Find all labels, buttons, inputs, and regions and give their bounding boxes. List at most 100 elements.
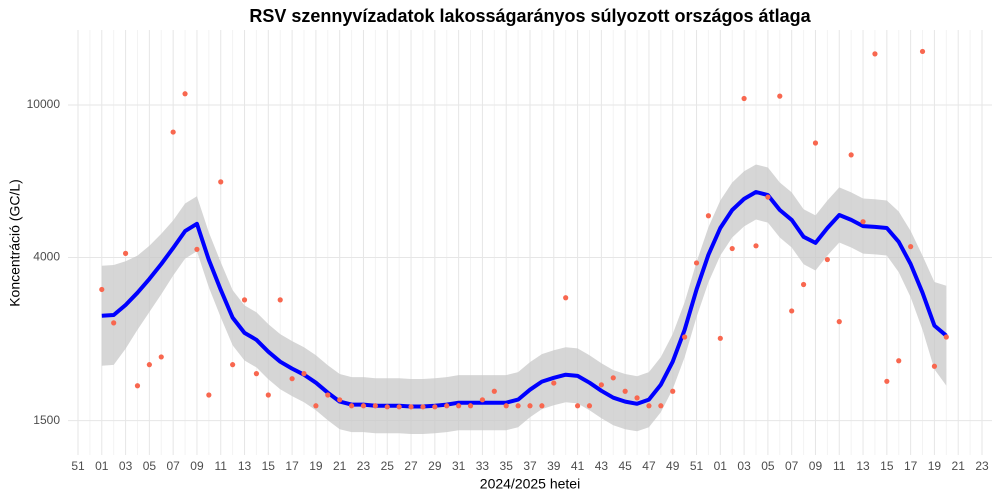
data-point	[218, 179, 224, 185]
data-point	[491, 388, 497, 394]
data-point	[574, 403, 581, 409]
data-point	[372, 403, 378, 409]
x-tick-label: 07	[785, 459, 799, 473]
data-point	[812, 140, 819, 146]
data-point	[503, 403, 509, 409]
axis-labels: 1500 4000 10000 51 01 03 05 07 09 11 13 15 17 19 21 23 2…	[27, 97, 989, 473]
x-tick-label: 09	[809, 459, 823, 473]
data-point	[705, 213, 712, 219]
x-tick-label: 23	[975, 459, 989, 473]
x-tick-label: 09	[190, 459, 204, 473]
data-point	[432, 404, 438, 410]
chart-title: RSV szennyvízadatok lakosságarányos súly…	[249, 6, 811, 26]
x-tick-label: 33	[476, 459, 490, 473]
x-axis-title: 2024/2025 hetei	[480, 476, 580, 492]
x-tick-label: 49	[666, 459, 680, 473]
x-tick-label: 37	[523, 459, 537, 473]
x-tick-label: 01	[714, 459, 728, 473]
x-tick-label: 39	[547, 459, 561, 473]
data-point	[313, 403, 319, 409]
data-point	[777, 93, 783, 99]
data-point	[348, 403, 355, 409]
x-tick-label: 11	[833, 459, 846, 473]
x-tick-label: 19	[928, 459, 942, 473]
x-tick-label: 13	[856, 459, 870, 473]
data-point	[289, 376, 295, 382]
y-axis-title: Koncentráció (GC/L)	[7, 179, 23, 307]
data-point	[598, 382, 604, 388]
x-tick-label: 15	[262, 459, 276, 473]
data-point	[836, 319, 842, 325]
data-point	[634, 395, 640, 401]
x-tick-label: 47	[642, 459, 656, 473]
data-point	[134, 383, 141, 389]
y-tick-label: 4000	[33, 250, 60, 264]
x-tick-label: 17	[904, 459, 918, 473]
data-point	[789, 308, 795, 314]
data-point	[800, 281, 807, 288]
x-tick-label: 35	[500, 459, 514, 473]
data-point	[337, 397, 343, 403]
data-point	[182, 91, 188, 97]
x-tick-label: 05	[143, 459, 157, 473]
data-point	[717, 335, 723, 341]
data-point	[325, 392, 331, 398]
data-point	[824, 256, 830, 263]
data-point	[872, 51, 878, 57]
data-point	[230, 362, 236, 368]
x-tick-label: 03	[119, 459, 133, 473]
plot-area	[99, 48, 949, 434]
data-point	[729, 245, 735, 252]
x-tick-label: 19	[309, 459, 323, 473]
data-point	[456, 403, 462, 409]
data-point	[563, 295, 569, 301]
data-point	[884, 378, 890, 384]
x-tick-label: 15	[880, 459, 894, 473]
data-point	[170, 129, 176, 135]
data-point	[479, 397, 486, 403]
data-point	[527, 403, 533, 409]
data-point	[670, 388, 676, 394]
x-tick-label: 29	[428, 459, 442, 473]
data-point	[908, 243, 914, 250]
x-tick-label: 21	[333, 459, 347, 473]
smooth-line	[101, 190, 948, 409]
data-point	[693, 260, 700, 266]
data-point	[467, 403, 474, 409]
x-tick-label: 41	[571, 459, 585, 473]
data-point	[99, 286, 105, 293]
x-tick-label: 51	[71, 459, 85, 473]
x-tick-label: 07	[166, 459, 180, 473]
x-tick-label: 21	[952, 459, 966, 473]
data-point	[241, 297, 248, 303]
data-point	[408, 404, 414, 410]
data-point	[396, 404, 402, 410]
data-point	[360, 403, 367, 409]
data-point	[194, 246, 200, 252]
data-point	[301, 371, 307, 377]
x-tick-label: 43	[595, 459, 609, 473]
data-point	[158, 354, 164, 360]
x-tick-label: 51	[690, 459, 704, 473]
data-point	[658, 403, 664, 409]
x-tick-label: 17	[285, 459, 299, 473]
data-point	[551, 380, 557, 386]
data-point	[765, 194, 771, 200]
data-point	[943, 334, 949, 340]
data-point	[931, 363, 938, 369]
x-tick-label: 23	[357, 459, 371, 473]
x-tick-label: 05	[761, 459, 775, 473]
data-point	[122, 250, 129, 256]
x-tick-label: 27	[404, 459, 418, 473]
data-point	[206, 392, 212, 398]
data-point	[253, 371, 260, 377]
data-point	[919, 48, 926, 55]
data-point	[586, 403, 593, 409]
x-tick-label: 11	[215, 459, 228, 473]
data-point	[848, 152, 854, 158]
data-point	[682, 334, 688, 340]
data-point	[384, 404, 390, 410]
y-tick-label: 1500	[33, 413, 60, 427]
x-tick-label: 25	[381, 459, 395, 473]
